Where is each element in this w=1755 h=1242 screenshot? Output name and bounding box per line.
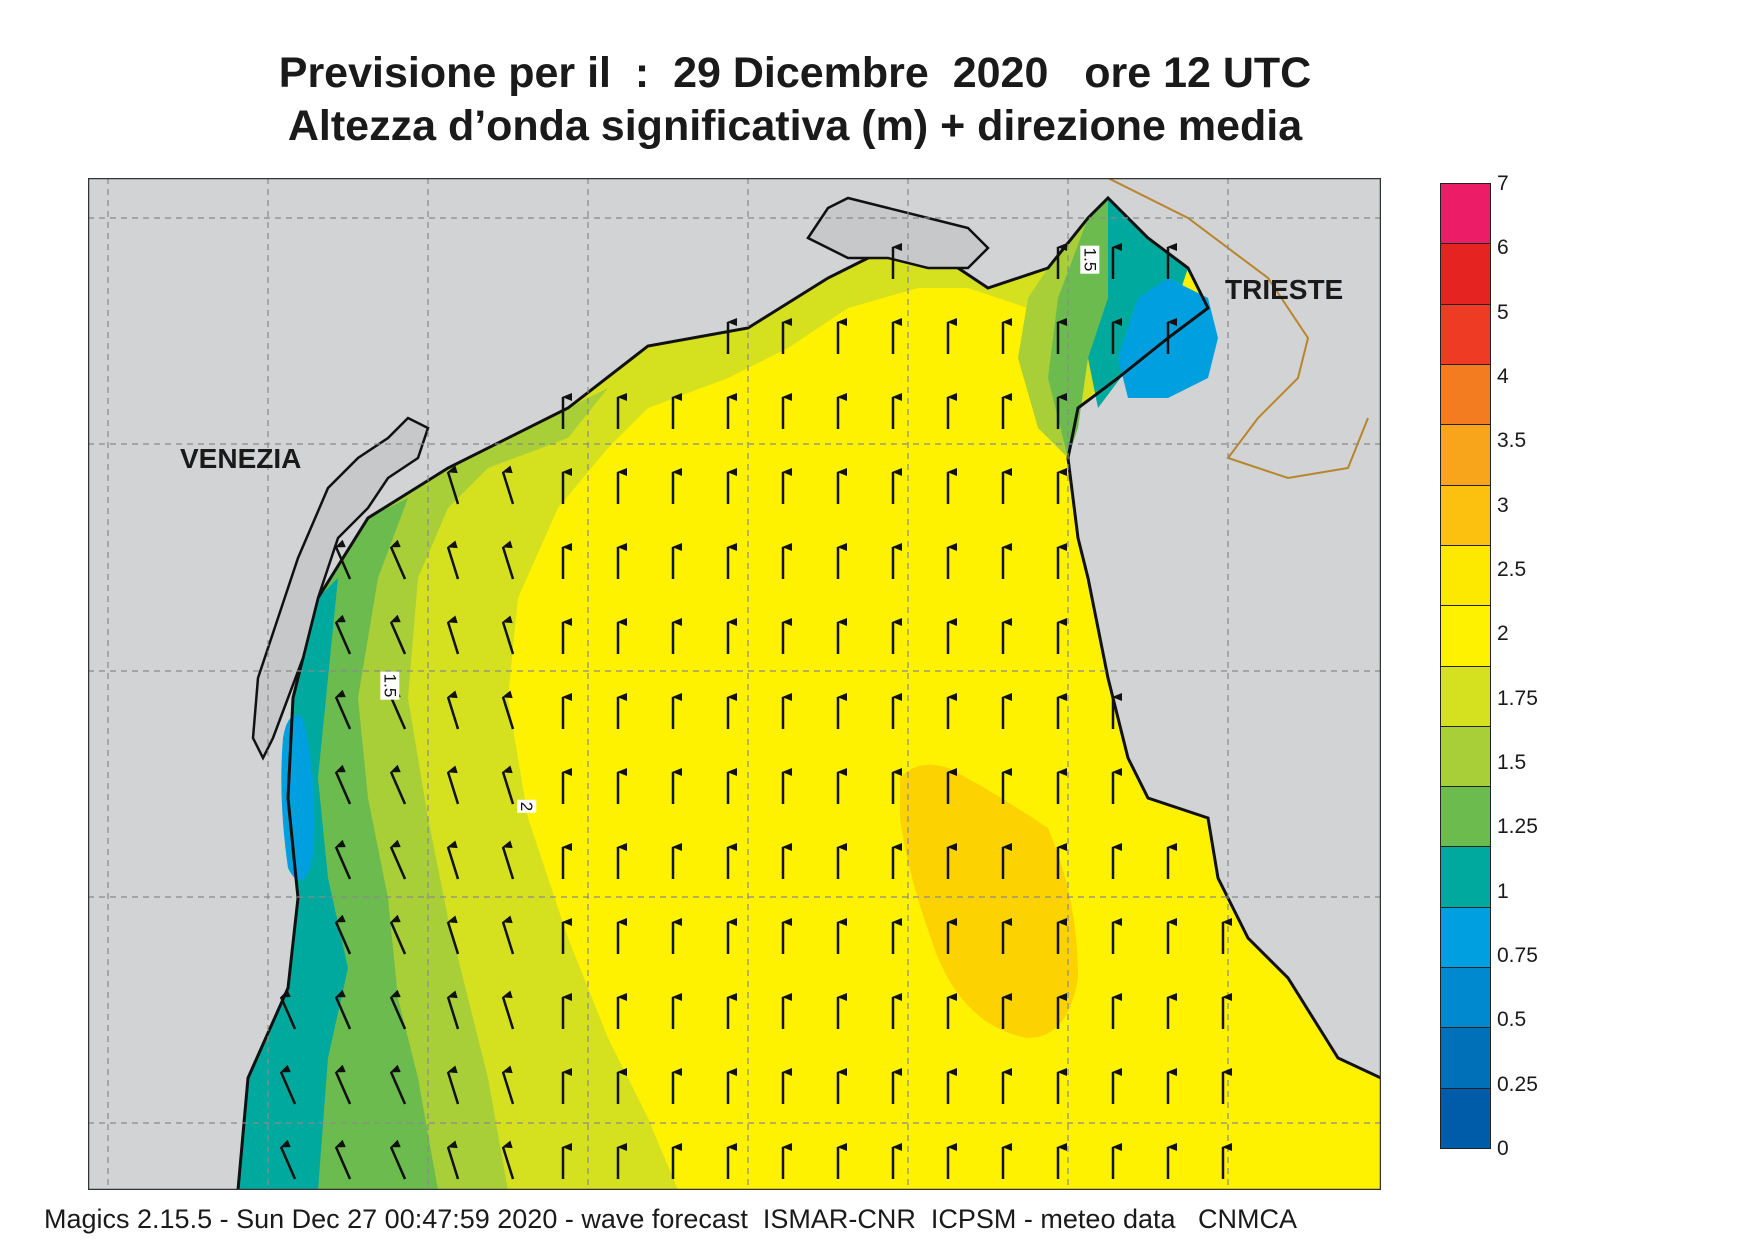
wave-arrow — [389, 539, 407, 580]
colorbar-tick-label: 0.5 — [1497, 1008, 1527, 1032]
wave-arrow — [334, 539, 352, 580]
wave-arrow — [446, 990, 460, 1030]
map-frame — [88, 178, 1381, 1190]
colorbar-segment — [1440, 967, 1491, 1029]
wave-arrow — [501, 990, 515, 1030]
wave-arrow — [446, 915, 460, 955]
wave-arrow — [389, 839, 407, 880]
footer-credits: Magics 2.15.5 - Sun Dec 27 00:47:59 2020… — [44, 1204, 1298, 1234]
city-label-venezia: VENEZIA — [180, 443, 302, 474]
colorbar-tick-label: 3.5 — [1497, 429, 1527, 453]
wave-arrow — [501, 540, 515, 580]
wave-arrow — [446, 765, 460, 805]
wave-arrow — [334, 839, 352, 880]
wave-arrow — [446, 465, 460, 505]
wave-arrow — [389, 1064, 407, 1105]
colorbar-tick-label: 1.25 — [1497, 815, 1538, 839]
wave-arrow — [389, 1139, 407, 1180]
colorbar-segment — [1440, 1087, 1491, 1149]
colorbar-segment — [1440, 424, 1491, 486]
colorbar-tick-label: 7 — [1497, 172, 1509, 195]
wave-arrow — [501, 1140, 515, 1180]
wave-arrow — [389, 689, 407, 730]
wave-arrow — [334, 1064, 352, 1105]
colorbar — [1440, 183, 1493, 1149]
colorbar-segment — [1440, 725, 1491, 788]
wave-arrow — [501, 765, 515, 805]
wave-arrow — [446, 1140, 460, 1180]
wave-arrow — [389, 614, 407, 655]
colorbar-tick-label: 0 — [1497, 1137, 1509, 1160]
colorbar-tick-label: 4 — [1497, 365, 1509, 388]
contour-label: 1.5 — [1080, 245, 1100, 274]
wave-arrow — [501, 615, 515, 655]
colorbar-segment — [1440, 906, 1491, 969]
map-title-line-2: Altezza d’onda significativa (m) + direz… — [287, 102, 1303, 150]
colorbar-tick-label: 0.75 — [1497, 944, 1538, 967]
colorbar-tick-label: 1.75 — [1497, 686, 1538, 710]
colorbar-segment — [1440, 1027, 1491, 1089]
wave-arrow — [389, 914, 407, 955]
coastline — [236, 195, 1381, 1190]
wave-arrow — [334, 989, 352, 1030]
colorbar-tick-label: 0.25 — [1497, 1072, 1538, 1096]
sea-zone-2.5 — [900, 764, 1078, 1038]
map-panel — [88, 178, 1381, 1190]
wave-arrow — [334, 689, 352, 730]
wave-arrow — [501, 690, 515, 730]
colorbar-segment — [1440, 846, 1491, 908]
venice-lagoon — [251, 416, 430, 761]
colorbar-tick-label: 1 — [1497, 879, 1509, 903]
map-title-line-1: Previsione per il : 29 Dicembre 2020 ore… — [278, 49, 1312, 97]
wave-arrow — [446, 540, 460, 580]
colorbar-segment — [1440, 544, 1491, 607]
contour-label: 1.5 — [380, 671, 400, 700]
colorbar-tick-label: 5 — [1497, 300, 1509, 324]
wave-arrow — [334, 764, 352, 805]
colorbar-segment — [1440, 303, 1491, 365]
wave-direction-arrows — [279, 243, 1232, 1180]
wave-arrow — [446, 1065, 460, 1105]
colorbar-segment — [1440, 665, 1491, 727]
colorbar-segment — [1440, 183, 1491, 245]
wave-arrow — [389, 989, 407, 1030]
colorbar-tick-label: 2.5 — [1497, 558, 1527, 581]
contour-label: 2 — [517, 799, 537, 814]
wave-arrow — [389, 764, 407, 805]
colorbar-tick-label: 2 — [1497, 622, 1509, 646]
colorbar-segment — [1440, 484, 1491, 546]
wave-arrow — [446, 690, 460, 730]
colorbar-tick-label: 1.5 — [1497, 751, 1527, 774]
graticule — [88, 178, 1381, 1190]
wave-arrow — [334, 614, 352, 655]
wave-arrow — [501, 840, 515, 880]
colorbar-segment — [1440, 243, 1491, 305]
wave-arrow — [446, 840, 460, 880]
colorbar-segment — [1440, 605, 1491, 667]
wave-arrow — [279, 989, 297, 1030]
wave-arrow — [279, 1139, 297, 1180]
wave-arrow — [334, 1139, 352, 1180]
colorbar-tick-label: 6 — [1497, 236, 1509, 260]
sea-zone-1 — [238, 578, 348, 1190]
colorbar-segment — [1440, 363, 1491, 426]
colorbar-tick-label: 3 — [1497, 493, 1509, 517]
northern-lagoon — [806, 196, 990, 270]
city-label-trieste: TRIESTE — [1225, 274, 1344, 305]
map-canvas — [88, 178, 1381, 1190]
wave-arrow — [334, 914, 352, 955]
colorbar-segment — [1440, 786, 1491, 848]
wave-arrow — [501, 915, 515, 955]
wave-arrow — [279, 1064, 297, 1105]
wave-arrow — [501, 465, 515, 505]
wave-arrow — [501, 1065, 515, 1105]
wave-arrow — [446, 615, 460, 655]
